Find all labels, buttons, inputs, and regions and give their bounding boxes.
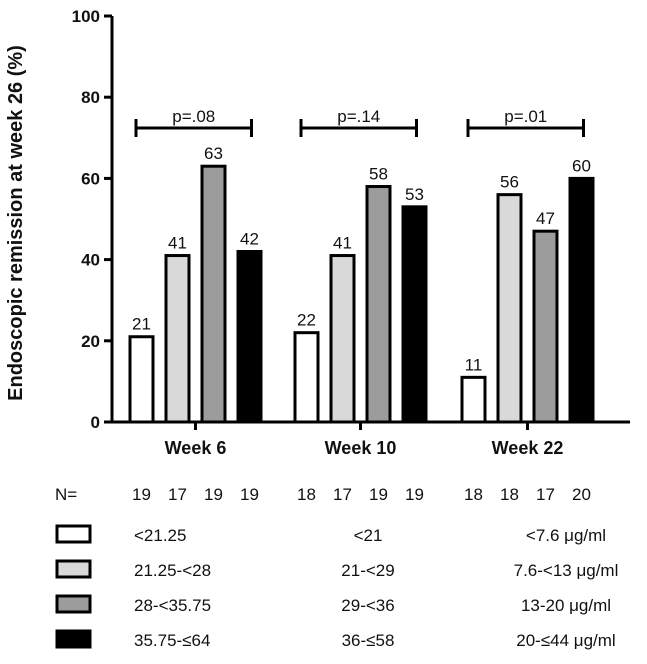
x-category-label: Week 22 [492, 438, 564, 458]
n-value: 17 [168, 485, 187, 504]
bar-value-label: 42 [240, 229, 259, 248]
bar [236, 249, 263, 424]
n-value: 18 [500, 485, 519, 504]
bar-value-label: 41 [333, 234, 352, 253]
n-value: 19 [369, 485, 388, 504]
y-tick-label: 20 [81, 332, 100, 351]
legend-label-col2: 29-<36 [341, 596, 394, 615]
bar-value-label: 56 [500, 173, 519, 192]
bar [128, 335, 155, 424]
legend-label-col1: 35.75-≤64 [134, 631, 210, 650]
n-value: 18 [297, 485, 316, 504]
legend-label-col3: 20-≤44 μg/ml [516, 631, 615, 650]
bar-value-label: 63 [204, 144, 223, 163]
legend-label-col1: 28-<35.75 [134, 596, 211, 615]
bar [496, 193, 523, 424]
bar [401, 205, 428, 424]
legend-swatch [55, 524, 92, 544]
bar-value-label: 53 [405, 185, 424, 204]
bar [365, 185, 392, 424]
legend-label-col3: <7.6 μg/ml [526, 526, 606, 545]
n-value: 19 [132, 485, 151, 504]
bar [460, 375, 487, 424]
legend-label-col3: 7.6-<13 μg/ml [514, 561, 619, 580]
y-tick-label: 40 [81, 251, 100, 270]
legend-label-col2: <21 [354, 526, 383, 545]
legend-label-col3: 13-20 μg/ml [521, 596, 611, 615]
bar [293, 331, 320, 424]
legend-label-col2: 36-≤58 [342, 631, 395, 650]
p-value-label: p=.01 [504, 107, 547, 126]
bar-value-label: 60 [572, 156, 591, 175]
y-tick-label: 0 [91, 413, 100, 432]
n-value: 17 [333, 485, 352, 504]
bar [568, 176, 595, 424]
bar [329, 254, 356, 424]
p-value-label: p=.14 [337, 107, 380, 126]
n-value: 20 [572, 485, 591, 504]
n-value: 19 [204, 485, 223, 504]
legend-label-col1: <21.25 [134, 526, 186, 545]
p-value-label: p=.08 [172, 107, 215, 126]
legend-swatch [55, 629, 92, 649]
bar [164, 254, 191, 424]
legend-swatch [55, 559, 92, 579]
n-row-label: N= [55, 485, 77, 504]
bar-value-label: 41 [168, 234, 187, 253]
y-axis-title: Endoscopic remission at week 26 (%) [5, 45, 27, 401]
bar-value-label: 47 [536, 209, 555, 228]
bar [532, 229, 559, 424]
bar [200, 164, 227, 424]
legend-swatch [55, 594, 92, 614]
x-category-label: Week 6 [165, 438, 227, 458]
bar-value-label: 58 [369, 165, 388, 184]
x-category-label: Week 10 [325, 438, 397, 458]
bar-value-label: 11 [465, 355, 483, 374]
legend-label-col1: 21.25-<28 [134, 561, 211, 580]
legend-label-col2: 21-<29 [341, 561, 394, 580]
bar-value-label: 22 [297, 311, 316, 330]
n-value: 19 [405, 485, 424, 504]
y-tick-label: 60 [81, 169, 100, 188]
n-value: 17 [536, 485, 555, 504]
n-value: 18 [464, 485, 483, 504]
y-tick-label: 80 [81, 88, 100, 107]
n-value: 19 [240, 485, 259, 504]
bar-value-label: 21 [132, 315, 151, 334]
y-tick-label: 100 [72, 7, 100, 26]
